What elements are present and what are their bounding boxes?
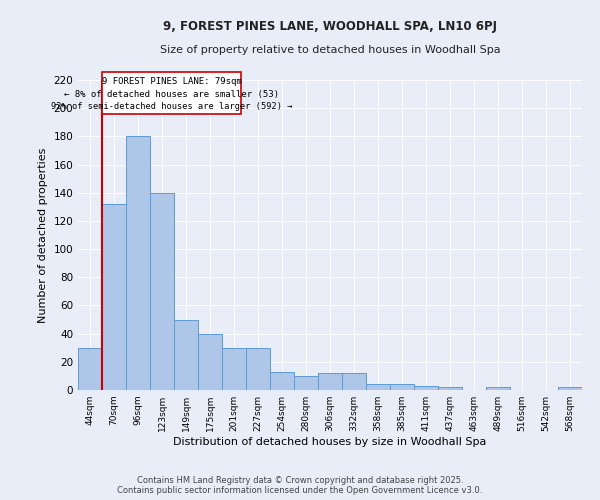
Bar: [270, 372, 294, 390]
Y-axis label: Number of detached properties: Number of detached properties: [38, 148, 48, 322]
Text: 9 FOREST PINES LANE: 79sqm: 9 FOREST PINES LANE: 79sqm: [102, 77, 241, 86]
Bar: [246, 348, 270, 390]
Bar: [150, 192, 174, 390]
Bar: [414, 386, 438, 390]
Bar: [222, 348, 246, 390]
FancyBboxPatch shape: [102, 72, 241, 114]
Bar: [438, 387, 462, 390]
Bar: [486, 387, 510, 390]
Bar: [318, 373, 342, 390]
Bar: [390, 384, 414, 390]
Bar: [78, 348, 102, 390]
Bar: [294, 376, 318, 390]
Bar: [126, 136, 150, 390]
X-axis label: Distribution of detached houses by size in Woodhall Spa: Distribution of detached houses by size …: [173, 437, 487, 447]
Bar: [342, 373, 366, 390]
Text: 9, FOREST PINES LANE, WOODHALL SPA, LN10 6PJ: 9, FOREST PINES LANE, WOODHALL SPA, LN10…: [163, 20, 497, 33]
Text: Contains HM Land Registry data © Crown copyright and database right 2025.
Contai: Contains HM Land Registry data © Crown c…: [118, 476, 482, 495]
Text: 92% of semi-detached houses are larger (592) →: 92% of semi-detached houses are larger (…: [51, 102, 292, 112]
Bar: [558, 387, 582, 390]
Bar: [174, 320, 198, 390]
Text: Size of property relative to detached houses in Woodhall Spa: Size of property relative to detached ho…: [160, 45, 500, 55]
Bar: [198, 334, 222, 390]
Text: ← 8% of detached houses are smaller (53): ← 8% of detached houses are smaller (53): [64, 90, 279, 98]
Bar: [102, 204, 126, 390]
Bar: [366, 384, 390, 390]
